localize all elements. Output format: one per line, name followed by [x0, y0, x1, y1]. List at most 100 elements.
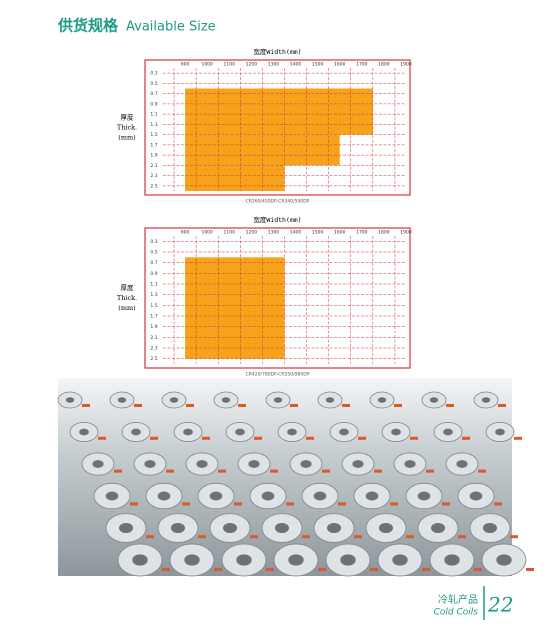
coil-strap [130, 502, 138, 506]
title-cn: 供货规格 [57, 17, 119, 35]
coil-strap [186, 404, 194, 407]
coil-strap [134, 404, 142, 407]
coil-core [275, 522, 289, 534]
y-axis-label: (mm) [118, 304, 136, 312]
x-tick-label: 1400 [290, 230, 302, 236]
x-tick-label: 1500 [312, 62, 324, 68]
y-tick-label: 0.9 [150, 271, 157, 277]
coil-core [117, 397, 127, 403]
x-tick-label: 900 [181, 230, 190, 236]
coil-core [313, 491, 327, 501]
coil-strap [426, 469, 434, 473]
coil-strap [494, 502, 502, 506]
x-axis-label: 宽度Width(mm) [253, 215, 301, 224]
size-region [185, 257, 285, 359]
coil-strap [390, 502, 398, 506]
x-tick-label: 1800 [378, 62, 390, 68]
y-tick-label: 1.3 [150, 292, 157, 298]
coil-strap [82, 404, 90, 407]
x-tick-label: 1000 [201, 230, 213, 236]
y-tick-label: 0.7 [150, 260, 157, 266]
coil-core [377, 397, 387, 403]
coil-core [287, 428, 297, 436]
coil-core [469, 491, 483, 501]
x-tick-label: 1500 [312, 230, 324, 236]
coil-strap [498, 404, 506, 407]
y-tick-label: 0.7 [150, 91, 157, 97]
coil-strap [446, 404, 454, 407]
coil-strap [166, 469, 174, 473]
x-tick-label: 1400 [290, 62, 302, 68]
y-tick-label: 1.3 [150, 122, 157, 128]
coil-strap [250, 535, 258, 539]
coil-core [391, 428, 401, 436]
x-tick-label: 1200 [246, 62, 258, 68]
y-tick-label: 0.9 [150, 101, 157, 107]
coil-strap [318, 568, 326, 571]
coil-core [223, 522, 237, 534]
coil-strap [342, 404, 350, 407]
coil-strap [338, 502, 346, 506]
coil-strap [474, 568, 482, 571]
coil-core [481, 397, 491, 403]
coil-core [273, 397, 283, 403]
x-tick-label: 1800 [378, 230, 390, 236]
coil-strap [162, 568, 170, 571]
coil-core [339, 428, 349, 436]
x-tick-label: 1000 [201, 62, 213, 68]
coil-core [248, 460, 260, 468]
coil-strap [370, 568, 378, 571]
y-tick-label: 2.1 [150, 335, 157, 341]
page-number: 22 [487, 593, 513, 617]
size-region [185, 165, 285, 191]
coil-strap [218, 469, 226, 473]
size-region [185, 88, 373, 135]
y-axis-label: Thick. [117, 294, 137, 302]
y-tick-label: 1.7 [150, 142, 157, 148]
coil-core [431, 522, 445, 534]
coil-core [169, 397, 179, 403]
coil-strap [526, 568, 534, 571]
x-tick-label: 1300 [268, 230, 280, 236]
coil-core [443, 428, 453, 436]
y-tick-label: 0.5 [150, 250, 157, 256]
coil-core [444, 554, 460, 566]
y-axis-label: 厚度 [121, 283, 135, 292]
y-tick-label: 1.1 [150, 112, 157, 118]
coil-strap [322, 469, 330, 473]
coil-core [105, 491, 119, 501]
coil-core [288, 554, 304, 566]
coil-core [65, 397, 75, 403]
coil-strap [290, 404, 298, 407]
coil-strap [146, 535, 154, 539]
coil-core [131, 428, 141, 436]
coil-strap [510, 535, 518, 539]
coil-strap [182, 502, 190, 506]
y-tick-label: 0.5 [150, 81, 157, 87]
coil-core [327, 522, 341, 534]
y-tick-label: 1.1 [150, 282, 157, 288]
x-tick-label: 1700 [356, 62, 368, 68]
chart-frame [144, 227, 411, 369]
x-tick-label: 1900 [400, 62, 412, 68]
chart-caption: CR420/780DP-CR550/980DP [246, 372, 310, 378]
coil-strap [238, 404, 246, 407]
coil-strap [410, 436, 418, 440]
x-tick-label: 1700 [356, 230, 368, 236]
coil-strap [114, 469, 122, 473]
coil-core [132, 554, 148, 566]
chart-caption: CR260/450DP-CR340/590DP [246, 199, 310, 205]
coil-strap [394, 404, 402, 407]
coil-core [196, 460, 208, 468]
footer-en: Cold Coils [434, 608, 479, 618]
coil-core [261, 491, 275, 501]
y-tick-label: 2.3 [150, 346, 157, 352]
footer-cn: 冷轧产品 [438, 593, 478, 606]
coil-core [352, 460, 364, 468]
y-axis-label: Thick. [117, 124, 137, 132]
y-tick-label: 1.9 [150, 324, 157, 330]
coil-core [429, 397, 439, 403]
y-tick-label: 2.5 [150, 183, 157, 189]
coil-core [456, 460, 468, 468]
